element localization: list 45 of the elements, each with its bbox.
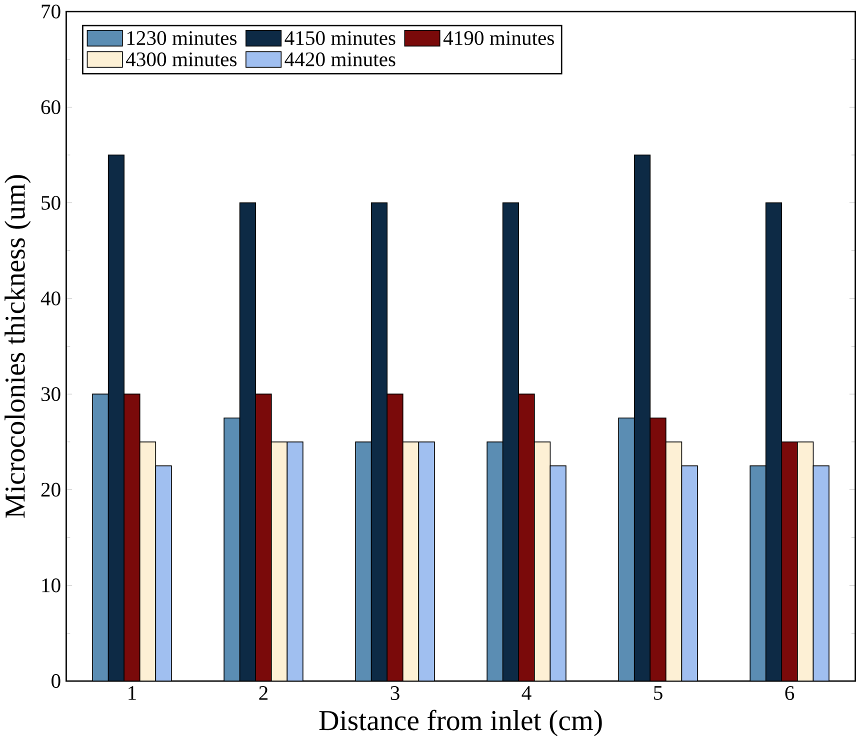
bar xyxy=(402,442,420,682)
bar xyxy=(92,394,109,682)
bar xyxy=(518,394,535,682)
bar xyxy=(286,442,304,682)
y-tick-label: 0 xyxy=(52,674,60,688)
bar xyxy=(486,442,504,682)
bar xyxy=(550,466,566,682)
bar xyxy=(270,442,288,682)
bar xyxy=(618,418,635,682)
y-tick-label: 10 xyxy=(42,578,60,592)
x-tick-label: 5 xyxy=(654,686,662,700)
bar xyxy=(124,394,140,682)
x-tick-label: 6 xyxy=(785,686,794,700)
legend-label: 4420 minutes xyxy=(284,52,396,66)
bar xyxy=(666,442,682,682)
bar xyxy=(681,466,698,682)
x-tick-label: 4 xyxy=(522,686,532,700)
y-tick-label: 50 xyxy=(42,196,60,210)
bar xyxy=(534,442,551,682)
bar xyxy=(650,418,666,682)
bar xyxy=(386,394,404,682)
legend-label: 4190 minutes xyxy=(443,31,554,46)
y-axis-title: Microcolonies thickness (um) xyxy=(4,175,31,518)
y-tick-label: 30 xyxy=(41,387,60,402)
x-tick-label: 1 xyxy=(128,686,136,700)
bar xyxy=(781,442,798,682)
bar xyxy=(139,442,156,682)
bar xyxy=(812,466,830,682)
y-tick-label: 60 xyxy=(41,100,60,114)
bar xyxy=(750,466,766,682)
bar xyxy=(224,418,240,682)
legend-label: 4300 minutes xyxy=(126,52,237,66)
x-axis-title: Distance from inlet (cm) xyxy=(319,710,602,736)
bar xyxy=(255,394,272,682)
y-tick-label: 20 xyxy=(41,482,60,497)
legend-label: 4150 minutes xyxy=(284,31,396,46)
bar xyxy=(355,442,372,682)
y-tick-label: 70 xyxy=(42,4,60,19)
y-tick-label: 40 xyxy=(40,292,60,306)
x-tick-label: 2 xyxy=(259,686,268,700)
bar xyxy=(797,442,814,682)
x-tick-label: 3 xyxy=(390,686,400,700)
bar xyxy=(155,466,172,682)
legend-label: 1230 minutes xyxy=(127,31,237,46)
bar xyxy=(418,442,435,682)
